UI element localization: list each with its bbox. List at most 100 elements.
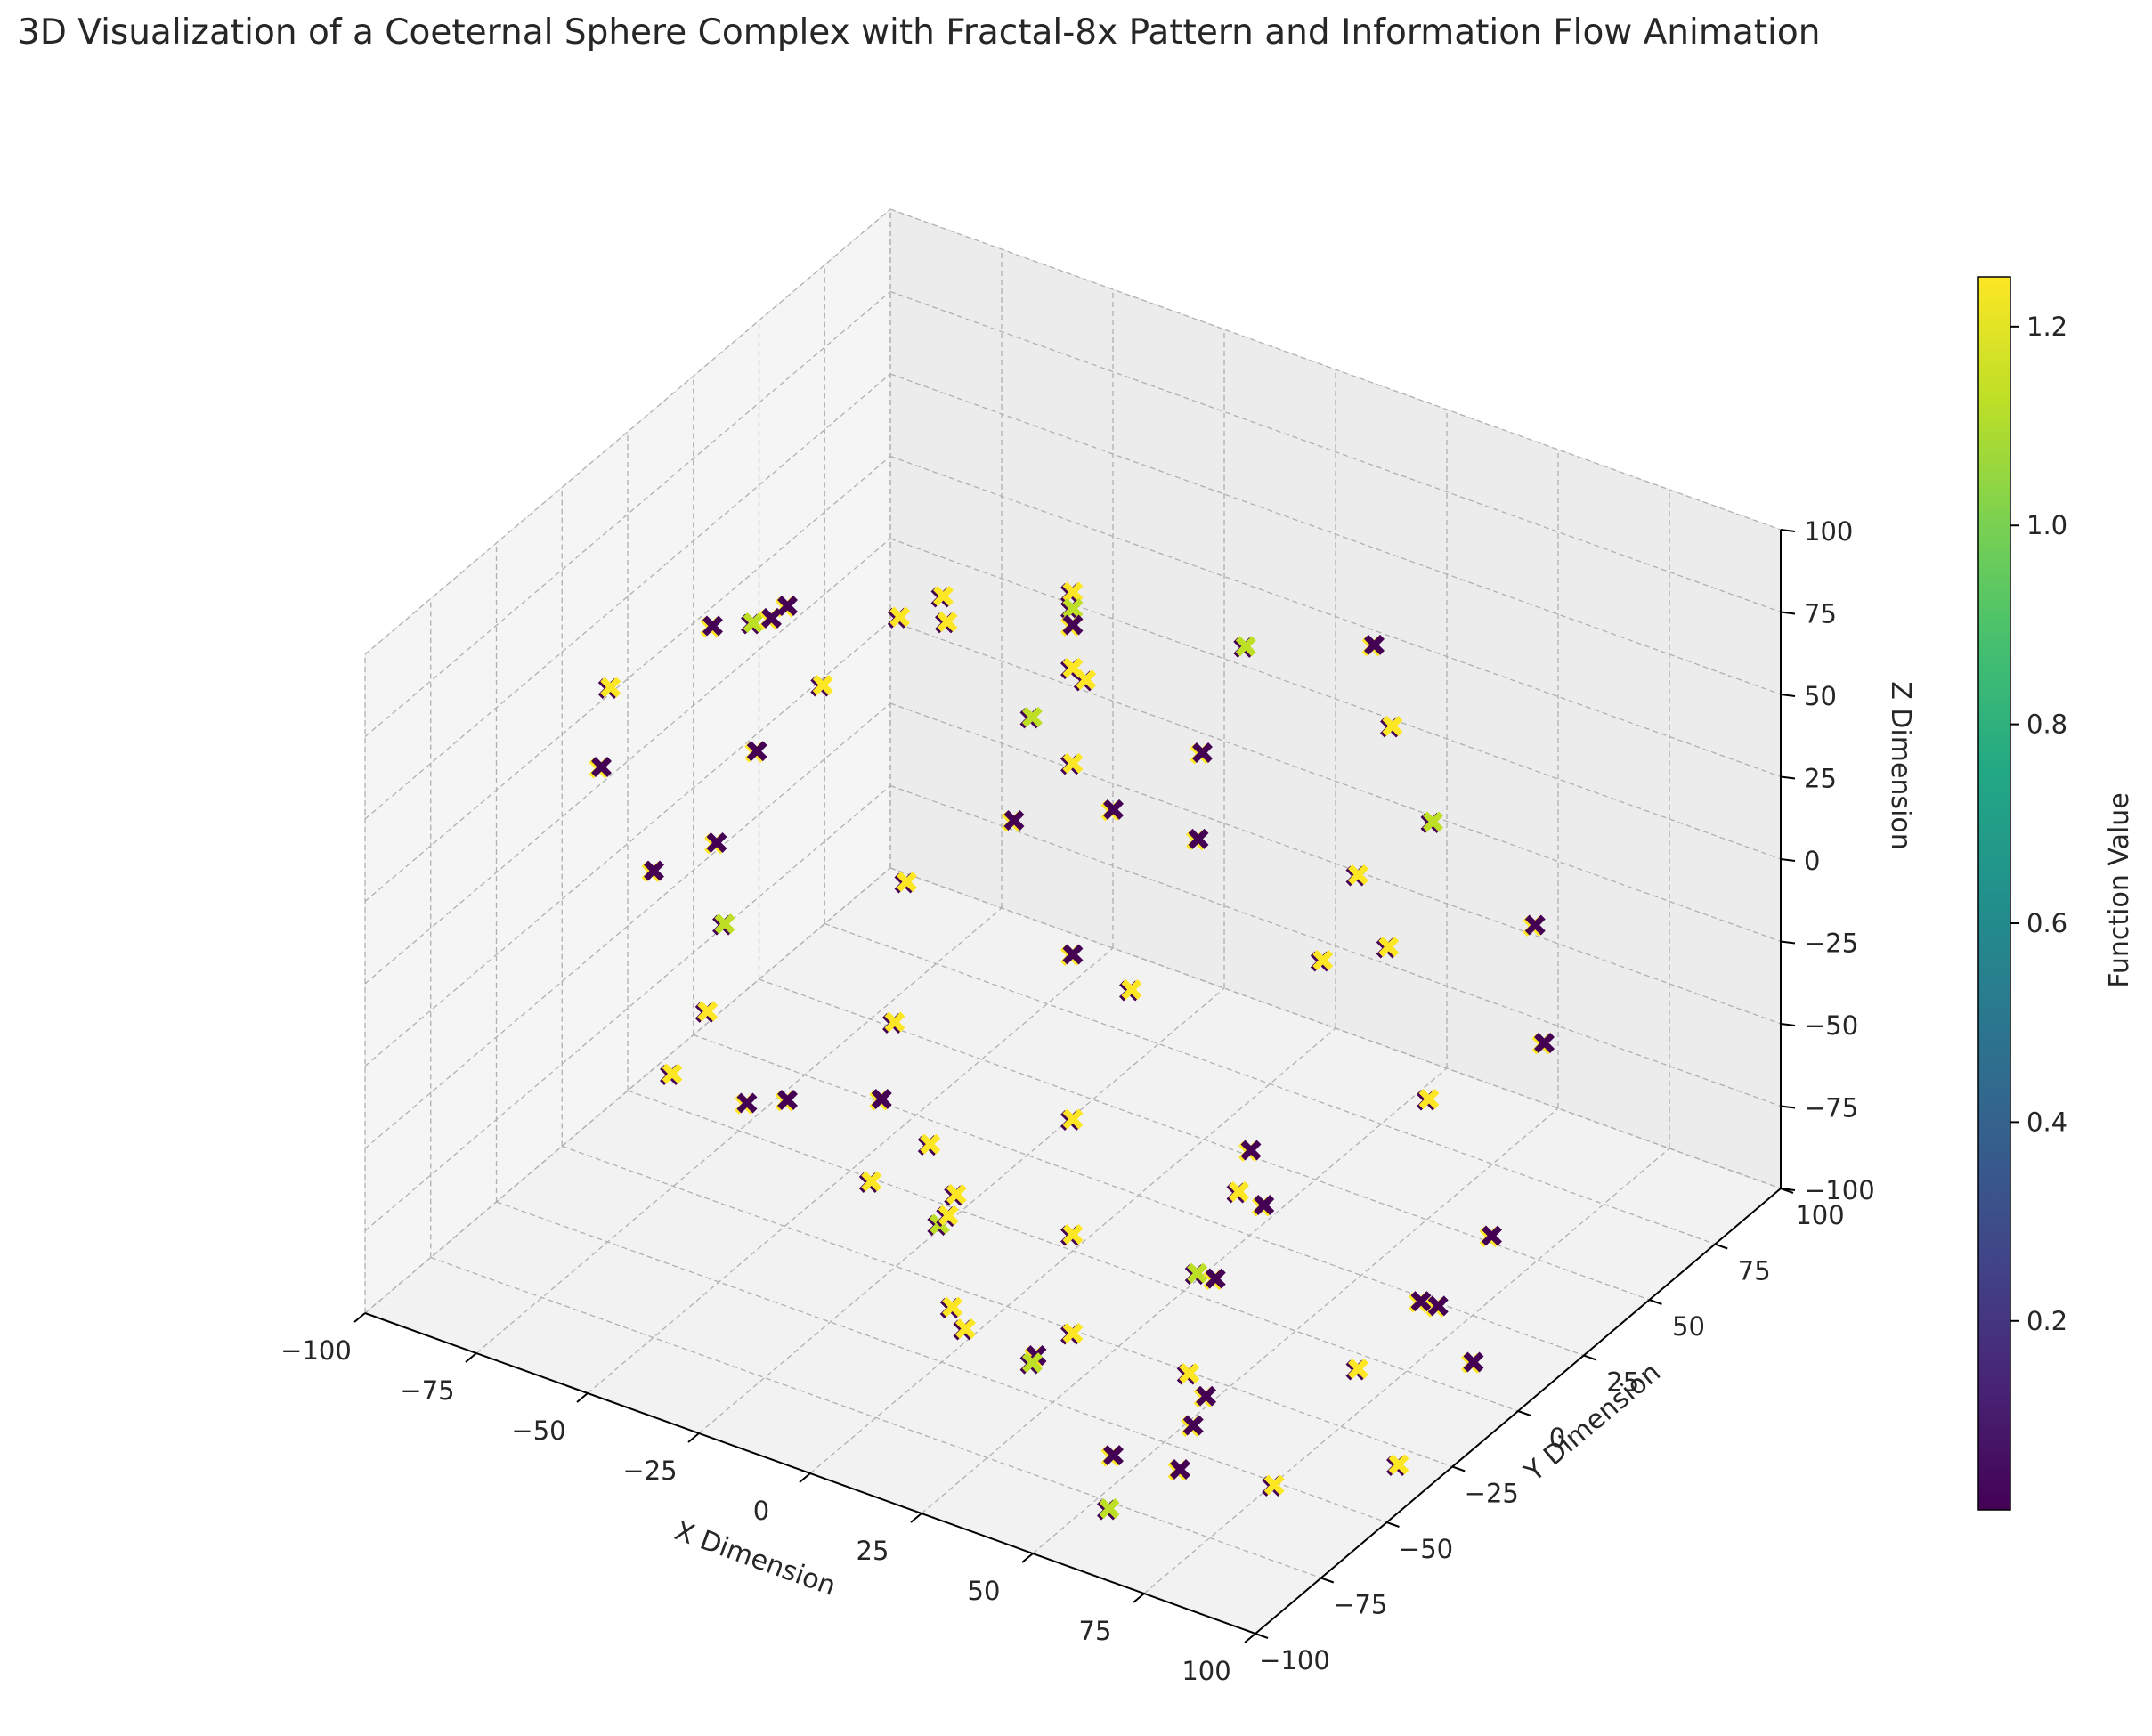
colorbar-tick-label: 0.6 <box>2026 908 2067 938</box>
z-tick-mark <box>1780 858 1796 862</box>
scatter-point <box>882 1011 905 1034</box>
scatter-point <box>1060 1108 1084 1131</box>
colorbar-tick-label: 1.2 <box>2026 312 2067 342</box>
z-tick-label: 0 <box>1804 846 1820 876</box>
y-tick-label: 25 <box>1606 1367 1639 1398</box>
scatter-point <box>1417 1089 1440 1111</box>
scatter-point <box>1119 979 1142 1002</box>
y-tick-label: −75 <box>1333 1590 1387 1620</box>
scatter-point <box>1251 1195 1275 1217</box>
x-tick-mark <box>687 1432 700 1443</box>
scatter-point <box>1060 598 1084 621</box>
z-tick-label: −50 <box>1804 1010 1858 1041</box>
y-tick-mark <box>1517 1410 1531 1416</box>
z-axis-label: Z Dimension <box>1885 681 1916 850</box>
scatter-point <box>1060 752 1084 775</box>
scatter-point <box>953 1318 976 1341</box>
scatter-point <box>1060 1224 1084 1246</box>
x-tick-mark <box>1244 1633 1256 1643</box>
scatter-point <box>1176 1363 1200 1385</box>
colorbar-label: Function Value <box>2104 792 2135 988</box>
grid-line <box>889 208 1782 531</box>
x-tick-mark <box>799 1472 811 1483</box>
x-tick-label: −50 <box>511 1416 565 1446</box>
z-tick-mark <box>1780 1023 1796 1026</box>
colorbar-tick-label: 1.0 <box>2026 510 2067 540</box>
colorbar-tick-label: 0.4 <box>2026 1107 2067 1137</box>
z-tick-mark <box>1780 529 1796 532</box>
scatter-point <box>1420 811 1443 833</box>
grid-line <box>364 373 891 820</box>
scatter-points <box>589 581 1555 1521</box>
grid-line <box>889 538 1782 860</box>
scatter-point <box>694 1001 719 1023</box>
grid-line <box>364 208 891 655</box>
scatter-point <box>712 913 735 936</box>
grid-line <box>364 785 891 1231</box>
z-tick-label: 100 <box>1804 516 1853 547</box>
y-tick-mark <box>1386 1521 1400 1528</box>
z-tick-label: −25 <box>1804 929 1858 959</box>
chart-title: 3D Visualization of a Coeternal Sphere C… <box>18 12 1821 53</box>
grid-line <box>809 1027 1336 1474</box>
scatter-point <box>944 1184 967 1206</box>
y-tick-label: 75 <box>1738 1256 1771 1286</box>
scatter-point <box>589 757 612 779</box>
grid-line <box>364 291 891 737</box>
scatter-point <box>1190 742 1213 765</box>
y-tick-mark <box>1451 1465 1466 1472</box>
x-tick-mark <box>910 1513 922 1523</box>
scatter-point <box>1186 828 1209 851</box>
scatter-point <box>939 1296 963 1318</box>
scatter-point <box>858 1171 882 1193</box>
x-tick-label: 25 <box>857 1536 889 1566</box>
scatter-point <box>930 586 954 608</box>
scatter-point <box>1345 864 1368 887</box>
scatter-point <box>894 872 917 894</box>
x-tick-mark <box>465 1352 477 1363</box>
scatter-point <box>1203 1268 1226 1291</box>
y-tick-mark <box>1583 1354 1597 1361</box>
y-tick-label: −100 <box>1259 1645 1330 1675</box>
z-tick-label: 25 <box>1804 764 1837 794</box>
grid-line <box>889 455 1782 778</box>
scatter-point <box>1100 1445 1124 1467</box>
x-tick-label: −100 <box>280 1335 352 1366</box>
scatter-point <box>1167 1459 1190 1481</box>
colorbar: Function Value 0.2 0.4 0.6 0.8 1.0 1.2 <box>1977 276 2135 1511</box>
scatter-point <box>1060 614 1084 637</box>
z-tick-label: −100 <box>1804 1175 1875 1205</box>
x-tick-label: 100 <box>1182 1656 1230 1686</box>
x-axis-label: X Dimension <box>670 1515 840 1602</box>
grid-line <box>921 1067 1448 1514</box>
scatter-point <box>744 741 767 763</box>
scatter-point <box>775 1090 798 1112</box>
colorbar-tick-label: 0.8 <box>2026 710 2067 740</box>
grid-line <box>759 978 1650 1301</box>
colorbar-gradient <box>1977 276 2011 1511</box>
x-tick-label: 0 <box>753 1496 769 1526</box>
scatter-point <box>1531 1033 1555 1055</box>
colorbar-tick-label: 0.2 <box>2026 1306 2067 1336</box>
scatter-point <box>1345 1359 1368 1381</box>
x-tick-mark <box>1021 1553 1034 1563</box>
z-tick-mark <box>1780 1188 1796 1191</box>
grid-line <box>587 947 1114 1394</box>
scatter-point <box>1425 1295 1449 1318</box>
grid-line <box>889 290 1782 613</box>
scatter-point <box>741 612 764 635</box>
scatter-point <box>759 607 782 630</box>
scatter-point <box>1380 716 1403 738</box>
grid-line <box>824 922 1716 1245</box>
scatter-point <box>1238 1140 1262 1162</box>
y-tick-mark <box>1649 1299 1662 1305</box>
grid-line <box>627 1090 1519 1412</box>
scatter-point <box>869 1089 892 1111</box>
z-tick-mark <box>1780 940 1796 945</box>
z-tick-label: 50 <box>1804 681 1837 711</box>
grid-line <box>364 621 891 1067</box>
scatter-point <box>641 860 664 882</box>
grid-line <box>364 456 891 902</box>
scatter-point <box>917 1133 941 1156</box>
